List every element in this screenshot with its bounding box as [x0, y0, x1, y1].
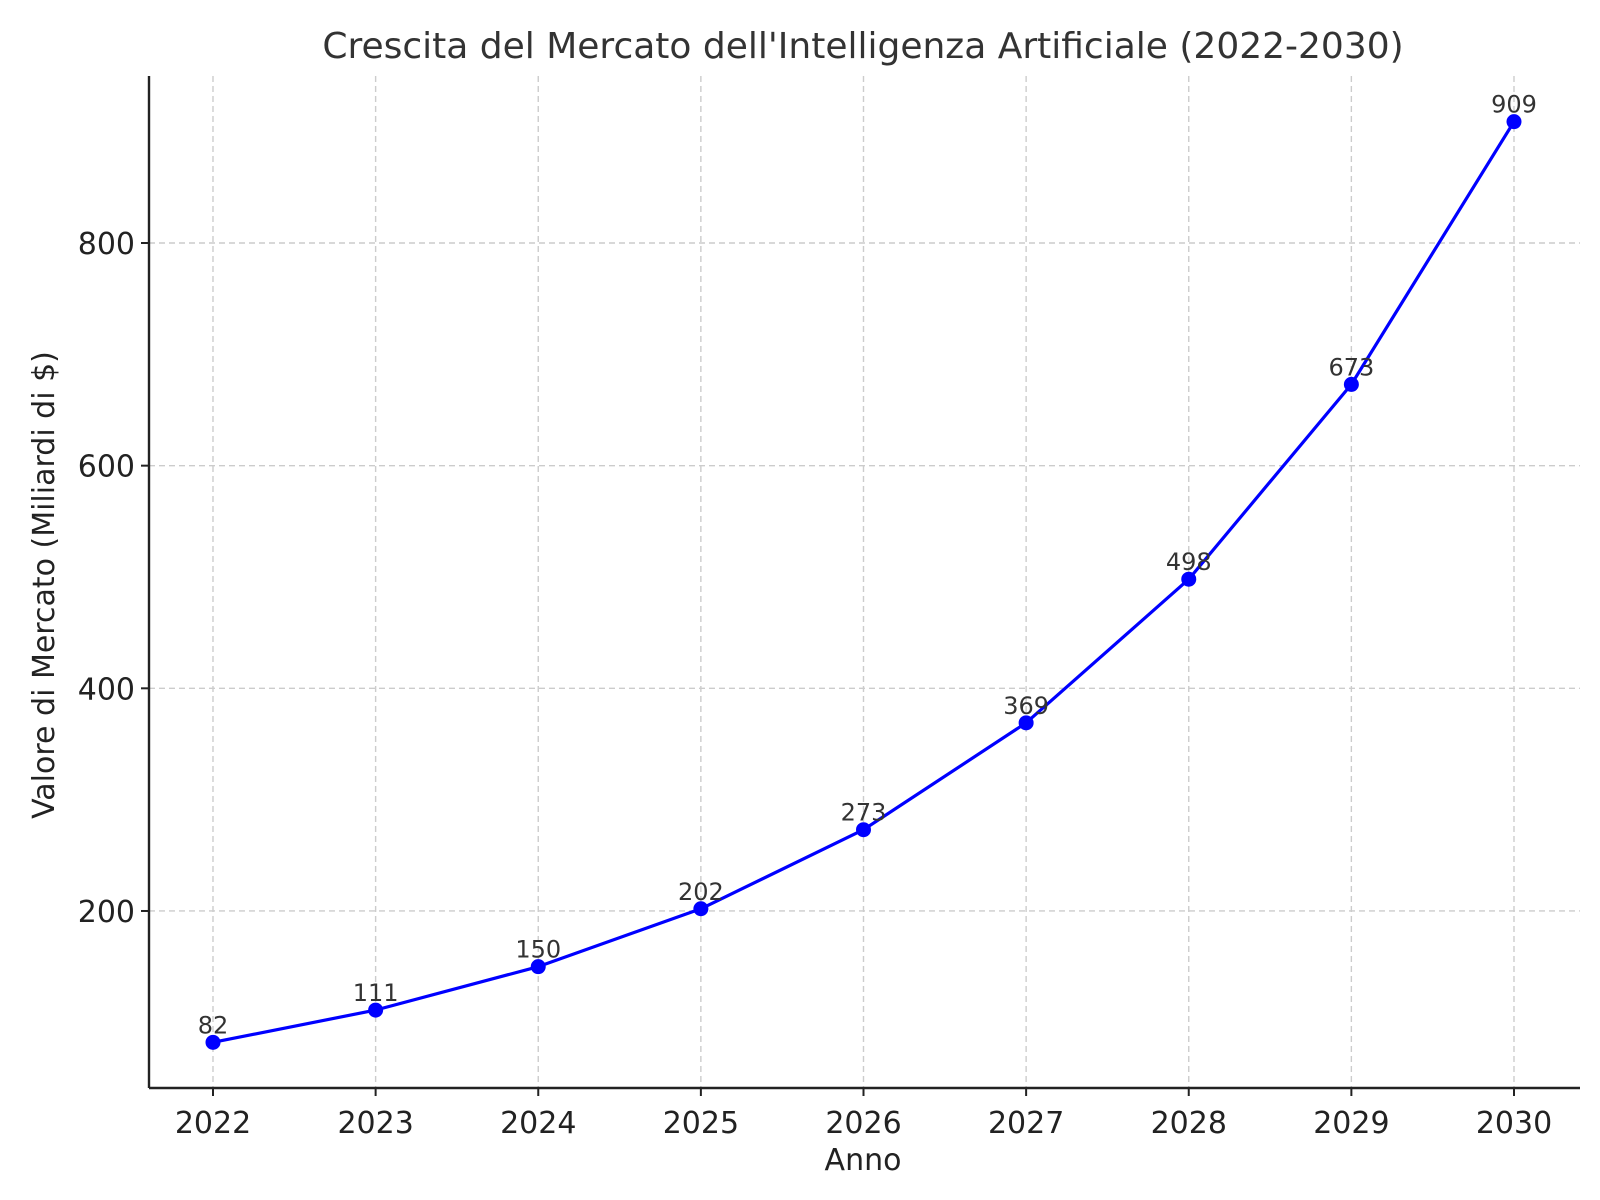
data-label: 202: [678, 878, 724, 906]
series-layer: [205, 114, 1522, 1050]
data-labels: 82 111 150 202 273 369 498 673 909: [198, 91, 1537, 1040]
data-label: 498: [1166, 548, 1212, 576]
x-tick-label: 2026: [825, 1106, 901, 1141]
data-point: [1506, 114, 1522, 130]
y-ticks: 200 400 600 800: [78, 227, 149, 930]
data-label: 273: [841, 799, 887, 827]
axes-layer: [147, 76, 1580, 1090]
y-tick-label: 600: [78, 450, 135, 485]
y-tick-label: 400: [78, 672, 135, 707]
x-tick-label: 2024: [500, 1106, 576, 1141]
y-tick-label: 800: [78, 227, 135, 262]
x-tick-label: 2027: [988, 1106, 1064, 1141]
data-point: [1181, 571, 1197, 587]
x-tick-label: 2025: [663, 1106, 739, 1141]
x-tick-label: 2029: [1313, 1106, 1389, 1141]
data-point: [1343, 376, 1359, 392]
data-label: 909: [1491, 91, 1537, 119]
x-ticks: 2022 2023 2024 2025 2026 2027 2028 2029 2030: [175, 1088, 1552, 1141]
x-axis-label: Anno: [825, 1143, 902, 1178]
data-label: 82: [198, 1011, 229, 1039]
y-axis-label: Valore di Mercato (Miliardi di $): [27, 351, 62, 819]
x-tick-label: 2023: [337, 1106, 413, 1141]
y-tick-label: 200: [78, 895, 135, 930]
data-point: [530, 959, 546, 975]
data-point: [205, 1034, 221, 1050]
data-point: [368, 1002, 384, 1018]
x-tick-label: 2030: [1476, 1106, 1552, 1141]
x-tick-label: 2028: [1151, 1106, 1227, 1141]
data-point: [693, 901, 709, 917]
data-label: 150: [515, 936, 561, 964]
chart-title: Crescita del Mercato dell'Intelligenza A…: [322, 26, 1403, 67]
x-tick-label: 2022: [175, 1106, 251, 1141]
data-label: 673: [1328, 353, 1374, 381]
grid-layer: [149, 76, 1580, 1088]
data-label: 369: [1003, 692, 1049, 720]
data-label: 111: [353, 979, 399, 1007]
data-point: [1018, 715, 1034, 731]
data-point: [856, 822, 871, 838]
